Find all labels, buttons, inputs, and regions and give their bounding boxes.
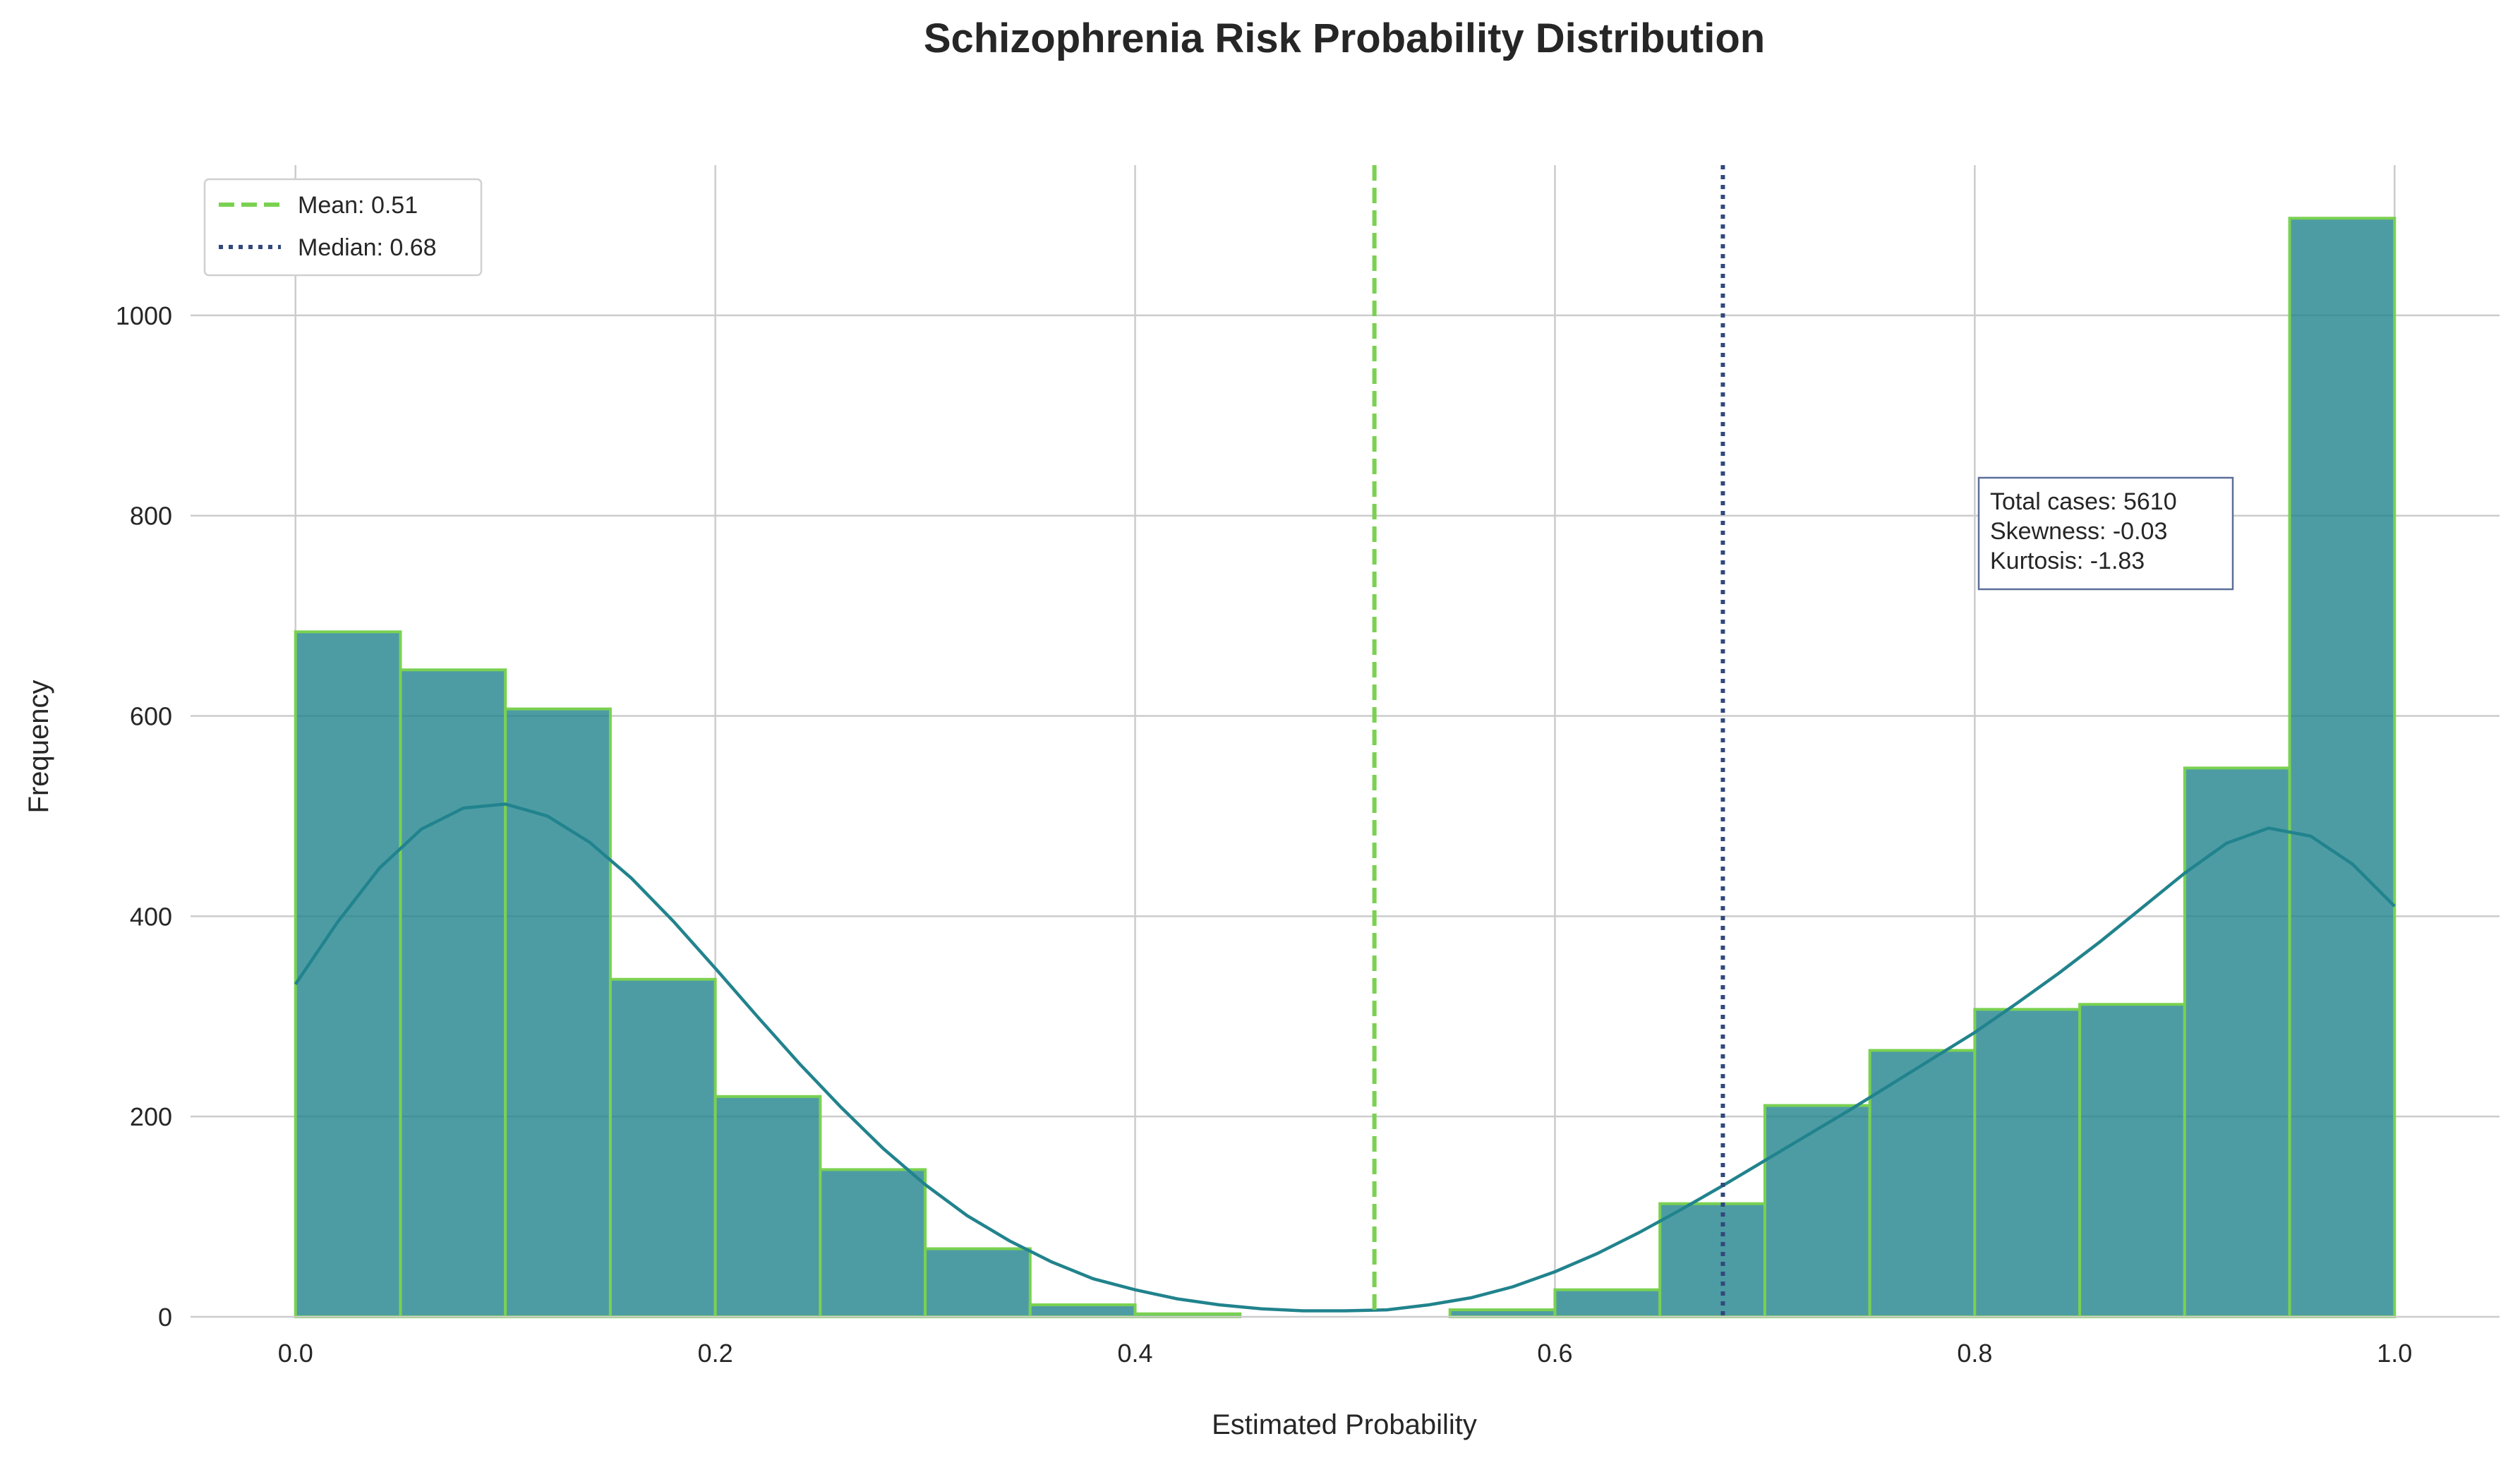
stats-box-frame	[1977, 476, 2234, 591]
x-tick-label: 0.0	[278, 1339, 313, 1368]
x-tick-label: 0.8	[1957, 1339, 1992, 1368]
y-tick-label: 1000	[116, 301, 172, 330]
histogram-bar	[2078, 1003, 2186, 1319]
x-axis-label: Estimated Probability	[1212, 1409, 1477, 1440]
y-tick-label: 200	[130, 1102, 172, 1131]
histogram-bar	[1658, 1202, 1766, 1319]
stats-skewness: Skewness: -0.03	[1990, 518, 2167, 545]
y-tick-label: 800	[130, 502, 172, 531]
x-tick-label: 1.0	[2377, 1339, 2412, 1368]
histogram-bar	[713, 1095, 822, 1318]
kde-curve	[294, 802, 2396, 1313]
chart-title: Schizophrenia Risk Probability Distribut…	[924, 16, 1765, 61]
histogram-bar	[924, 1247, 1032, 1319]
stats-total-cases: Total cases: 5610	[1990, 488, 2177, 515]
y-axis-ticks: 0 200 400 600 800 1000	[116, 301, 172, 1332]
histogram-bar	[2288, 217, 2397, 1319]
y-tick-label: 0	[158, 1303, 172, 1332]
histogram-bar	[1763, 1104, 1871, 1318]
histogram-bar	[1448, 1308, 1557, 1318]
y-tick-label: 400	[130, 902, 172, 931]
histogram-bar	[504, 707, 612, 1318]
y-axis-label: Frequency	[23, 680, 54, 814]
y-tick-label: 600	[130, 702, 172, 731]
histogram-bars	[294, 217, 2397, 1319]
stats-box: Total cases: 5610 Skewness: -0.03 Kurtos…	[1977, 476, 2234, 591]
legend-mean-label: Mean: 0.51	[298, 192, 418, 219]
x-tick-label: 0.2	[698, 1339, 733, 1368]
histogram-bar	[1973, 1008, 2082, 1318]
x-tick-label: 0.6	[1537, 1339, 1572, 1368]
histogram-bar	[608, 977, 717, 1318]
legend-median-label: Median: 0.68	[298, 234, 437, 261]
histogram-bar	[1868, 1049, 1977, 1319]
x-axis-ticks: 0.0 0.2 0.4 0.6 0.8 1.0	[278, 1339, 2413, 1368]
histogram-bar	[294, 630, 402, 1318]
histogram-bar	[1028, 1303, 1137, 1319]
histogram-bar	[2183, 766, 2291, 1318]
histogram-bar	[1553, 1288, 1662, 1318]
x-tick-label: 0.4	[1118, 1339, 1153, 1368]
stats-kurtosis: Kurtosis: -1.83	[1990, 548, 2145, 574]
histogram-bar	[819, 1168, 927, 1318]
legend: Mean: 0.51 Median: 0.68	[203, 178, 483, 277]
histogram-bar	[399, 668, 507, 1318]
